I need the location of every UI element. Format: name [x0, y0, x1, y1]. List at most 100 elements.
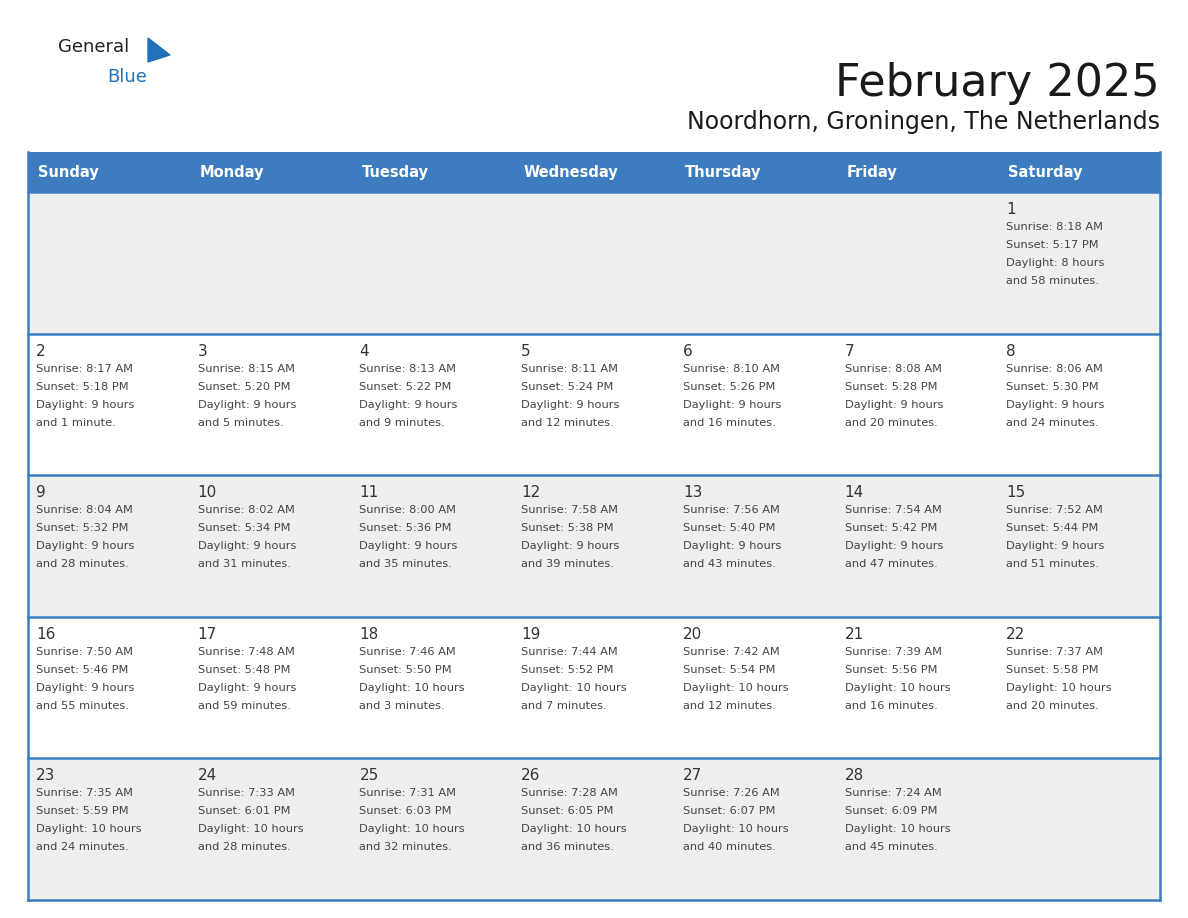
Text: Daylight: 10 hours: Daylight: 10 hours — [360, 683, 465, 693]
Text: Blue: Blue — [107, 68, 147, 86]
Text: Sunset: 5:46 PM: Sunset: 5:46 PM — [36, 665, 128, 675]
Text: Sunset: 5:38 PM: Sunset: 5:38 PM — [522, 523, 614, 533]
Text: 13: 13 — [683, 486, 702, 500]
Text: Daylight: 9 hours: Daylight: 9 hours — [1006, 399, 1105, 409]
Text: 15: 15 — [1006, 486, 1025, 500]
Text: Daylight: 9 hours: Daylight: 9 hours — [197, 542, 296, 551]
Text: Daylight: 9 hours: Daylight: 9 hours — [36, 542, 134, 551]
Text: Sunrise: 8:06 AM: Sunrise: 8:06 AM — [1006, 364, 1104, 374]
Text: and 20 minutes.: and 20 minutes. — [1006, 700, 1099, 711]
Text: Daylight: 9 hours: Daylight: 9 hours — [197, 399, 296, 409]
Bar — [29, 333, 1159, 476]
Text: Sunrise: 7:52 AM: Sunrise: 7:52 AM — [1006, 505, 1104, 515]
Text: Sunset: 5:26 PM: Sunset: 5:26 PM — [683, 382, 776, 392]
Text: 19: 19 — [522, 627, 541, 642]
Text: Monday: Monday — [200, 164, 264, 180]
Text: February 2025: February 2025 — [835, 62, 1159, 105]
Text: and 5 minutes.: and 5 minutes. — [197, 418, 284, 428]
Text: and 12 minutes.: and 12 minutes. — [683, 700, 776, 711]
Text: 7: 7 — [845, 343, 854, 359]
Text: and 24 minutes.: and 24 minutes. — [36, 843, 128, 853]
Text: and 1 minute.: and 1 minute. — [36, 418, 115, 428]
Text: Sunrise: 7:24 AM: Sunrise: 7:24 AM — [845, 789, 941, 799]
Bar — [29, 152, 1159, 192]
Text: Sunrise: 7:35 AM: Sunrise: 7:35 AM — [36, 789, 133, 799]
Text: Sunrise: 8:11 AM: Sunrise: 8:11 AM — [522, 364, 618, 374]
Text: and 36 minutes.: and 36 minutes. — [522, 843, 614, 853]
Text: Sunset: 5:52 PM: Sunset: 5:52 PM — [522, 665, 614, 675]
Text: 10: 10 — [197, 486, 217, 500]
Text: 1: 1 — [1006, 202, 1016, 217]
Text: Sunset: 5:22 PM: Sunset: 5:22 PM — [360, 382, 451, 392]
Text: Sunrise: 8:02 AM: Sunrise: 8:02 AM — [197, 505, 295, 515]
Text: Sunrise: 7:28 AM: Sunrise: 7:28 AM — [522, 789, 618, 799]
Text: and 58 minutes.: and 58 minutes. — [1006, 276, 1099, 286]
Text: and 20 minutes.: and 20 minutes. — [845, 418, 937, 428]
Text: 16: 16 — [36, 627, 56, 642]
Text: Sunrise: 7:48 AM: Sunrise: 7:48 AM — [197, 647, 295, 656]
Text: Sunset: 5:24 PM: Sunset: 5:24 PM — [522, 382, 613, 392]
Text: Sunset: 5:48 PM: Sunset: 5:48 PM — [197, 665, 290, 675]
Text: Daylight: 10 hours: Daylight: 10 hours — [845, 683, 950, 693]
Text: Daylight: 9 hours: Daylight: 9 hours — [683, 542, 782, 551]
Text: Daylight: 9 hours: Daylight: 9 hours — [1006, 542, 1105, 551]
Text: 18: 18 — [360, 627, 379, 642]
Text: Sunrise: 7:58 AM: Sunrise: 7:58 AM — [522, 505, 618, 515]
Text: and 59 minutes.: and 59 minutes. — [197, 700, 291, 711]
Text: and 16 minutes.: and 16 minutes. — [683, 418, 776, 428]
Text: Sunset: 5:18 PM: Sunset: 5:18 PM — [36, 382, 128, 392]
Text: Sunrise: 7:54 AM: Sunrise: 7:54 AM — [845, 505, 941, 515]
Text: Sunrise: 8:00 AM: Sunrise: 8:00 AM — [360, 505, 456, 515]
Text: General: General — [58, 38, 129, 56]
Text: Sunset: 5:32 PM: Sunset: 5:32 PM — [36, 523, 128, 533]
Text: Daylight: 10 hours: Daylight: 10 hours — [683, 824, 789, 834]
Text: Sunrise: 8:18 AM: Sunrise: 8:18 AM — [1006, 222, 1104, 232]
Bar — [29, 192, 1159, 333]
Text: Sunrise: 8:13 AM: Sunrise: 8:13 AM — [360, 364, 456, 374]
Text: and 51 minutes.: and 51 minutes. — [1006, 559, 1099, 569]
Text: and 7 minutes.: and 7 minutes. — [522, 700, 607, 711]
Text: Noordhorn, Groningen, The Netherlands: Noordhorn, Groningen, The Netherlands — [687, 110, 1159, 134]
Text: Sunset: 5:54 PM: Sunset: 5:54 PM — [683, 665, 776, 675]
Text: Sunset: 5:34 PM: Sunset: 5:34 PM — [197, 523, 290, 533]
Text: Sunset: 6:05 PM: Sunset: 6:05 PM — [522, 806, 614, 816]
Bar — [29, 758, 1159, 900]
Text: Sunrise: 8:04 AM: Sunrise: 8:04 AM — [36, 505, 133, 515]
Text: Daylight: 9 hours: Daylight: 9 hours — [522, 542, 619, 551]
Text: Daylight: 10 hours: Daylight: 10 hours — [845, 824, 950, 834]
Text: and 39 minutes.: and 39 minutes. — [522, 559, 614, 569]
Text: 2: 2 — [36, 343, 45, 359]
Text: 5: 5 — [522, 343, 531, 359]
Text: Sunset: 6:09 PM: Sunset: 6:09 PM — [845, 806, 937, 816]
Text: Daylight: 10 hours: Daylight: 10 hours — [36, 824, 141, 834]
Text: Sunrise: 8:15 AM: Sunrise: 8:15 AM — [197, 364, 295, 374]
Text: and 16 minutes.: and 16 minutes. — [845, 700, 937, 711]
Text: 11: 11 — [360, 486, 379, 500]
Text: 21: 21 — [845, 627, 864, 642]
Text: Daylight: 10 hours: Daylight: 10 hours — [197, 824, 303, 834]
Text: 4: 4 — [360, 343, 369, 359]
Text: Daylight: 9 hours: Daylight: 9 hours — [522, 399, 619, 409]
Text: Sunset: 5:50 PM: Sunset: 5:50 PM — [360, 665, 453, 675]
Text: Sunset: 5:36 PM: Sunset: 5:36 PM — [360, 523, 451, 533]
Polygon shape — [148, 38, 170, 62]
Text: Sunrise: 7:37 AM: Sunrise: 7:37 AM — [1006, 647, 1104, 656]
Text: Sunrise: 7:33 AM: Sunrise: 7:33 AM — [197, 789, 295, 799]
Text: and 45 minutes.: and 45 minutes. — [845, 843, 937, 853]
Text: Daylight: 10 hours: Daylight: 10 hours — [522, 683, 627, 693]
Text: and 55 minutes.: and 55 minutes. — [36, 700, 128, 711]
Text: Sunset: 5:42 PM: Sunset: 5:42 PM — [845, 523, 937, 533]
Text: Sunrise: 8:10 AM: Sunrise: 8:10 AM — [683, 364, 779, 374]
Text: Sunset: 6:07 PM: Sunset: 6:07 PM — [683, 806, 776, 816]
Text: and 40 minutes.: and 40 minutes. — [683, 843, 776, 853]
Text: Sunset: 5:30 PM: Sunset: 5:30 PM — [1006, 382, 1099, 392]
Text: and 28 minutes.: and 28 minutes. — [197, 843, 290, 853]
Text: Sunset: 5:44 PM: Sunset: 5:44 PM — [1006, 523, 1099, 533]
Text: 22: 22 — [1006, 627, 1025, 642]
Text: and 47 minutes.: and 47 minutes. — [845, 559, 937, 569]
Text: Sunset: 5:20 PM: Sunset: 5:20 PM — [197, 382, 290, 392]
Text: and 3 minutes.: and 3 minutes. — [360, 700, 446, 711]
Text: Daylight: 9 hours: Daylight: 9 hours — [845, 542, 943, 551]
Text: and 28 minutes.: and 28 minutes. — [36, 559, 128, 569]
Text: 8: 8 — [1006, 343, 1016, 359]
